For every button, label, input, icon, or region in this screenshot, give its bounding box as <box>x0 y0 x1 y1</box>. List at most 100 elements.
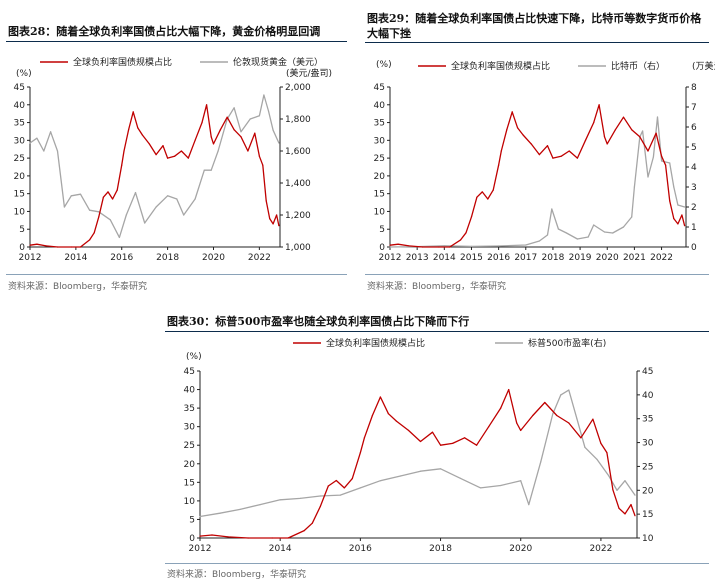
x-tick-label: 2020 <box>202 253 225 263</box>
data-point <box>258 155 260 157</box>
data-point <box>265 200 267 202</box>
y-right-tick-label: 2,000 <box>285 83 311 93</box>
y-left-tick-label: 20 <box>14 172 26 182</box>
data-point <box>552 413 554 415</box>
chart28-source: 资料来源：Bloomberg，华泰研究 <box>8 282 147 292</box>
data-point <box>584 139 587 141</box>
x-tick-label: 2019 <box>569 253 592 263</box>
chart28-title-rule <box>6 41 347 42</box>
data-point <box>167 195 169 197</box>
data-point <box>481 191 483 193</box>
legend-label: 标普500市盈率(右) <box>528 337 606 349</box>
data-point <box>219 512 221 514</box>
data-point <box>199 515 201 518</box>
data-point <box>568 422 570 424</box>
data-point <box>560 155 562 157</box>
data-point <box>240 136 242 138</box>
data-point <box>98 211 100 213</box>
right-unit-label: (美元/盎司) <box>286 67 332 79</box>
chart28-plot: 0 5 10 15 20 25 30 35 40 45 1,000 1,200 1,400 1,600 1,… <box>14 56 333 263</box>
data-point <box>206 104 208 106</box>
chart29-source-rule <box>365 274 709 275</box>
data-point <box>258 115 260 117</box>
data-point <box>470 245 473 247</box>
data-point <box>546 234 549 236</box>
data-point <box>144 222 146 224</box>
data-point <box>614 129 616 131</box>
data-point <box>107 191 109 193</box>
data-point <box>532 414 534 417</box>
data-point <box>540 461 542 463</box>
data-point <box>121 164 123 166</box>
data-point <box>263 94 265 96</box>
y-right-tick-label: 30 <box>642 439 654 449</box>
data-point <box>407 429 410 431</box>
data-point <box>109 219 111 221</box>
y-right-tick-label: 2 <box>691 203 697 213</box>
x-tick-label: 2022 <box>650 253 673 263</box>
data-point <box>70 246 72 248</box>
data-point <box>476 444 478 446</box>
y-left-tick-label: 5 <box>379 225 385 235</box>
x-tick-label: 2013 <box>406 253 429 263</box>
data-point <box>487 198 489 200</box>
series-line-right-axis-series <box>199 389 636 518</box>
y-right-tick-label: 0 <box>691 243 697 253</box>
data-point <box>525 244 527 246</box>
data-point <box>673 186 675 188</box>
y-left-tick-label: 25 <box>14 154 25 164</box>
data-point <box>631 216 633 218</box>
data-point <box>546 145 549 147</box>
chart30-axes: 0 5 10 15 20 25 30 35 40 45 10 15 20 25 30 35 40 45 2012 20… <box>184 337 654 554</box>
data-point <box>233 107 235 109</box>
data-point <box>45 245 47 247</box>
data-point <box>422 246 424 248</box>
x-tick-label: 2018 <box>541 253 564 263</box>
data-point <box>43 150 45 152</box>
data-point <box>148 143 150 145</box>
data-point <box>530 143 532 145</box>
data-point <box>639 136 641 138</box>
data-point <box>194 139 196 141</box>
data-point <box>624 513 626 515</box>
data-point <box>606 452 608 454</box>
data-point <box>249 118 251 120</box>
series-line-right-axis-series <box>29 94 280 239</box>
data-point <box>36 243 38 245</box>
y-left-tick-label: 20 <box>184 460 196 470</box>
y-left-tick-label: 0 <box>379 243 385 253</box>
data-point <box>351 478 353 480</box>
chart30-title: 图表30：标普500市盈率也随全球负利率国债占比下降而下行 <box>167 315 470 328</box>
data-point <box>633 186 635 188</box>
data-point <box>359 452 361 454</box>
y-left-tick-label: 10 <box>14 207 26 217</box>
data-point <box>183 214 185 216</box>
series-line-right-axis-series <box>389 116 685 248</box>
data-point <box>677 204 679 206</box>
data-point <box>593 122 595 124</box>
x-tick-label: 2017 <box>514 253 537 263</box>
data-point <box>634 515 636 517</box>
y-right-tick-label: 1,400 <box>285 179 311 189</box>
data-point <box>498 245 500 247</box>
chart29-source: 资料来源：Bloomberg，华泰研究 <box>367 282 506 292</box>
data-point <box>155 154 157 156</box>
data-point <box>389 244 391 246</box>
data-point <box>187 157 189 159</box>
data-point <box>634 494 636 496</box>
data-point <box>141 134 143 136</box>
series-line-negative-yield-share <box>29 104 280 248</box>
chart30-title-rule <box>165 331 709 332</box>
data-point <box>299 497 301 499</box>
data-point <box>656 116 659 118</box>
x-tick-label: 2018 <box>429 544 452 554</box>
x-tick-label: 2020 <box>596 253 619 263</box>
data-point <box>603 231 606 233</box>
data-point <box>269 218 271 220</box>
data-point <box>408 245 410 247</box>
data-point <box>593 224 595 226</box>
chart30-source-rule <box>165 563 709 564</box>
y-left-tick-label: 30 <box>184 423 196 433</box>
y-right-tick-label: 1,600 <box>285 147 311 157</box>
data-point <box>557 228 559 230</box>
